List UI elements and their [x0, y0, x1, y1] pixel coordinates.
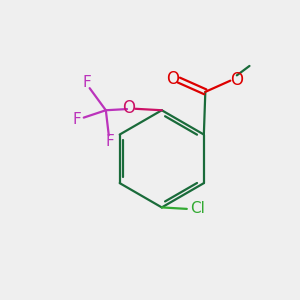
Text: Cl: Cl — [190, 201, 205, 216]
Text: O: O — [166, 70, 179, 88]
Text: F: F — [73, 112, 82, 127]
Text: F: F — [83, 75, 92, 90]
Text: O: O — [230, 71, 243, 89]
Text: O: O — [122, 99, 135, 117]
Text: F: F — [105, 134, 114, 149]
